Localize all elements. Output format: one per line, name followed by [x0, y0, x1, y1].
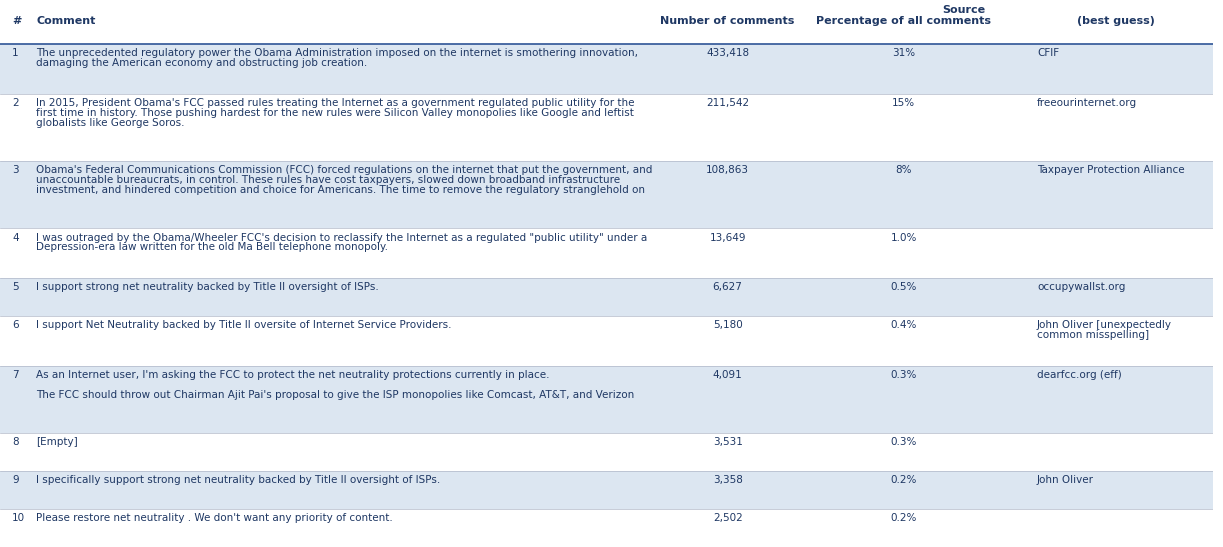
Text: 6: 6 — [12, 321, 18, 330]
Text: 3,531: 3,531 — [713, 437, 742, 447]
Text: Source: Source — [943, 5, 986, 15]
Text: John Oliver [unexpectedly: John Oliver [unexpectedly — [1037, 321, 1172, 330]
Text: investment, and hindered competition and choice for Americans. The time to remov: investment, and hindered competition and… — [37, 185, 646, 195]
Text: I was outraged by the Obama/Wheeler FCC's decision to reclassify the Internet as: I was outraged by the Obama/Wheeler FCC'… — [37, 232, 648, 242]
Text: 211,542: 211,542 — [706, 98, 750, 108]
Text: The unprecedented regulatory power the Obama Administration imposed on the inter: The unprecedented regulatory power the O… — [37, 48, 638, 58]
Text: 0.3%: 0.3% — [890, 437, 917, 447]
Text: 2,502: 2,502 — [713, 513, 742, 523]
Text: 6,627: 6,627 — [713, 282, 742, 292]
Text: 108,863: 108,863 — [706, 165, 750, 175]
Text: I support Net Neutrality backed by Title II oversite of Internet Service Provide: I support Net Neutrality backed by Title… — [37, 321, 451, 330]
Text: Number of comments: Number of comments — [660, 16, 795, 26]
Text: 4: 4 — [12, 232, 18, 242]
Text: As an Internet user, I'm asking the FCC to protect the net neutrality protection: As an Internet user, I'm asking the FCC … — [37, 370, 550, 380]
Text: 9: 9 — [12, 475, 18, 485]
Text: damaging the American economy and obstructing job creation.: damaging the American economy and obstru… — [37, 58, 368, 68]
Text: Taxpayer Protection Alliance: Taxpayer Protection Alliance — [1037, 165, 1185, 175]
Text: Comment: Comment — [37, 16, 95, 26]
Text: 31%: 31% — [892, 48, 915, 58]
FancyBboxPatch shape — [0, 44, 1213, 94]
FancyBboxPatch shape — [0, 228, 1213, 278]
Text: John Oliver: John Oliver — [1037, 475, 1093, 485]
FancyBboxPatch shape — [0, 509, 1213, 547]
Text: freeourinternet.org: freeourinternet.org — [1037, 98, 1137, 108]
Text: Depression-era law written for the old Ma Bell telephone monopoly.: Depression-era law written for the old M… — [37, 242, 389, 252]
Text: 15%: 15% — [892, 98, 915, 108]
Text: Obama's Federal Communications Commission (FCC) forced regulations on the intern: Obama's Federal Communications Commissio… — [37, 165, 653, 175]
Text: Percentage of all comments: Percentage of all comments — [816, 16, 991, 26]
FancyBboxPatch shape — [0, 278, 1213, 316]
Text: Please restore net neutrality . We don't want any priority of content.: Please restore net neutrality . We don't… — [37, 513, 393, 523]
Text: [Empty]: [Empty] — [37, 437, 78, 447]
Text: I specifically support strong net neutrality backed by Title II oversight of ISP: I specifically support strong net neutra… — [37, 475, 440, 485]
FancyBboxPatch shape — [0, 161, 1213, 228]
Text: 8: 8 — [12, 437, 18, 447]
FancyBboxPatch shape — [0, 471, 1213, 509]
Text: I support strong net neutrality backed by Title II oversight of ISPs.: I support strong net neutrality backed b… — [37, 282, 379, 292]
Text: CFIF: CFIF — [1037, 48, 1059, 58]
Text: 8%: 8% — [895, 165, 912, 175]
Text: 1.0%: 1.0% — [890, 232, 917, 242]
Text: 0.2%: 0.2% — [890, 513, 917, 523]
Text: 10: 10 — [12, 513, 26, 523]
Text: In 2015, President Obama's FCC passed rules treating the Internet as a governmen: In 2015, President Obama's FCC passed ru… — [37, 98, 635, 108]
Text: dearfcc.org (eff): dearfcc.org (eff) — [1037, 370, 1121, 380]
Text: 0.4%: 0.4% — [890, 321, 917, 330]
Text: 5,180: 5,180 — [713, 321, 742, 330]
FancyBboxPatch shape — [0, 316, 1213, 365]
Text: common misspelling]: common misspelling] — [1037, 330, 1150, 340]
Text: 3,358: 3,358 — [713, 475, 742, 485]
FancyBboxPatch shape — [0, 94, 1213, 161]
FancyBboxPatch shape — [0, 433, 1213, 471]
Text: 2: 2 — [12, 98, 18, 108]
Text: #: # — [12, 16, 22, 26]
FancyBboxPatch shape — [0, 365, 1213, 433]
Text: 0.3%: 0.3% — [890, 370, 917, 380]
Text: 0.2%: 0.2% — [890, 475, 917, 485]
Text: 1: 1 — [12, 48, 18, 58]
Text: 13,649: 13,649 — [709, 232, 746, 242]
Text: unaccountable bureaucrats, in control. These rules have cost taxpayers, slowed d: unaccountable bureaucrats, in control. T… — [37, 175, 620, 185]
Text: 433,418: 433,418 — [706, 48, 750, 58]
Text: globalists like George Soros.: globalists like George Soros. — [37, 118, 185, 127]
Text: The FCC should throw out Chairman Ajit Pai's proposal to give the ISP monopolies: The FCC should throw out Chairman Ajit P… — [37, 389, 635, 400]
Text: 7: 7 — [12, 370, 18, 380]
Text: 5: 5 — [12, 282, 18, 292]
Text: first time in history. Those pushing hardest for the new rules were Silicon Vall: first time in history. Those pushing har… — [37, 108, 635, 118]
Text: occupywallst.org: occupywallst.org — [1037, 282, 1125, 292]
Text: 3: 3 — [12, 165, 18, 175]
Text: 4,091: 4,091 — [713, 370, 742, 380]
Text: 0.5%: 0.5% — [890, 282, 917, 292]
Text: (best guess): (best guess) — [1076, 16, 1155, 26]
